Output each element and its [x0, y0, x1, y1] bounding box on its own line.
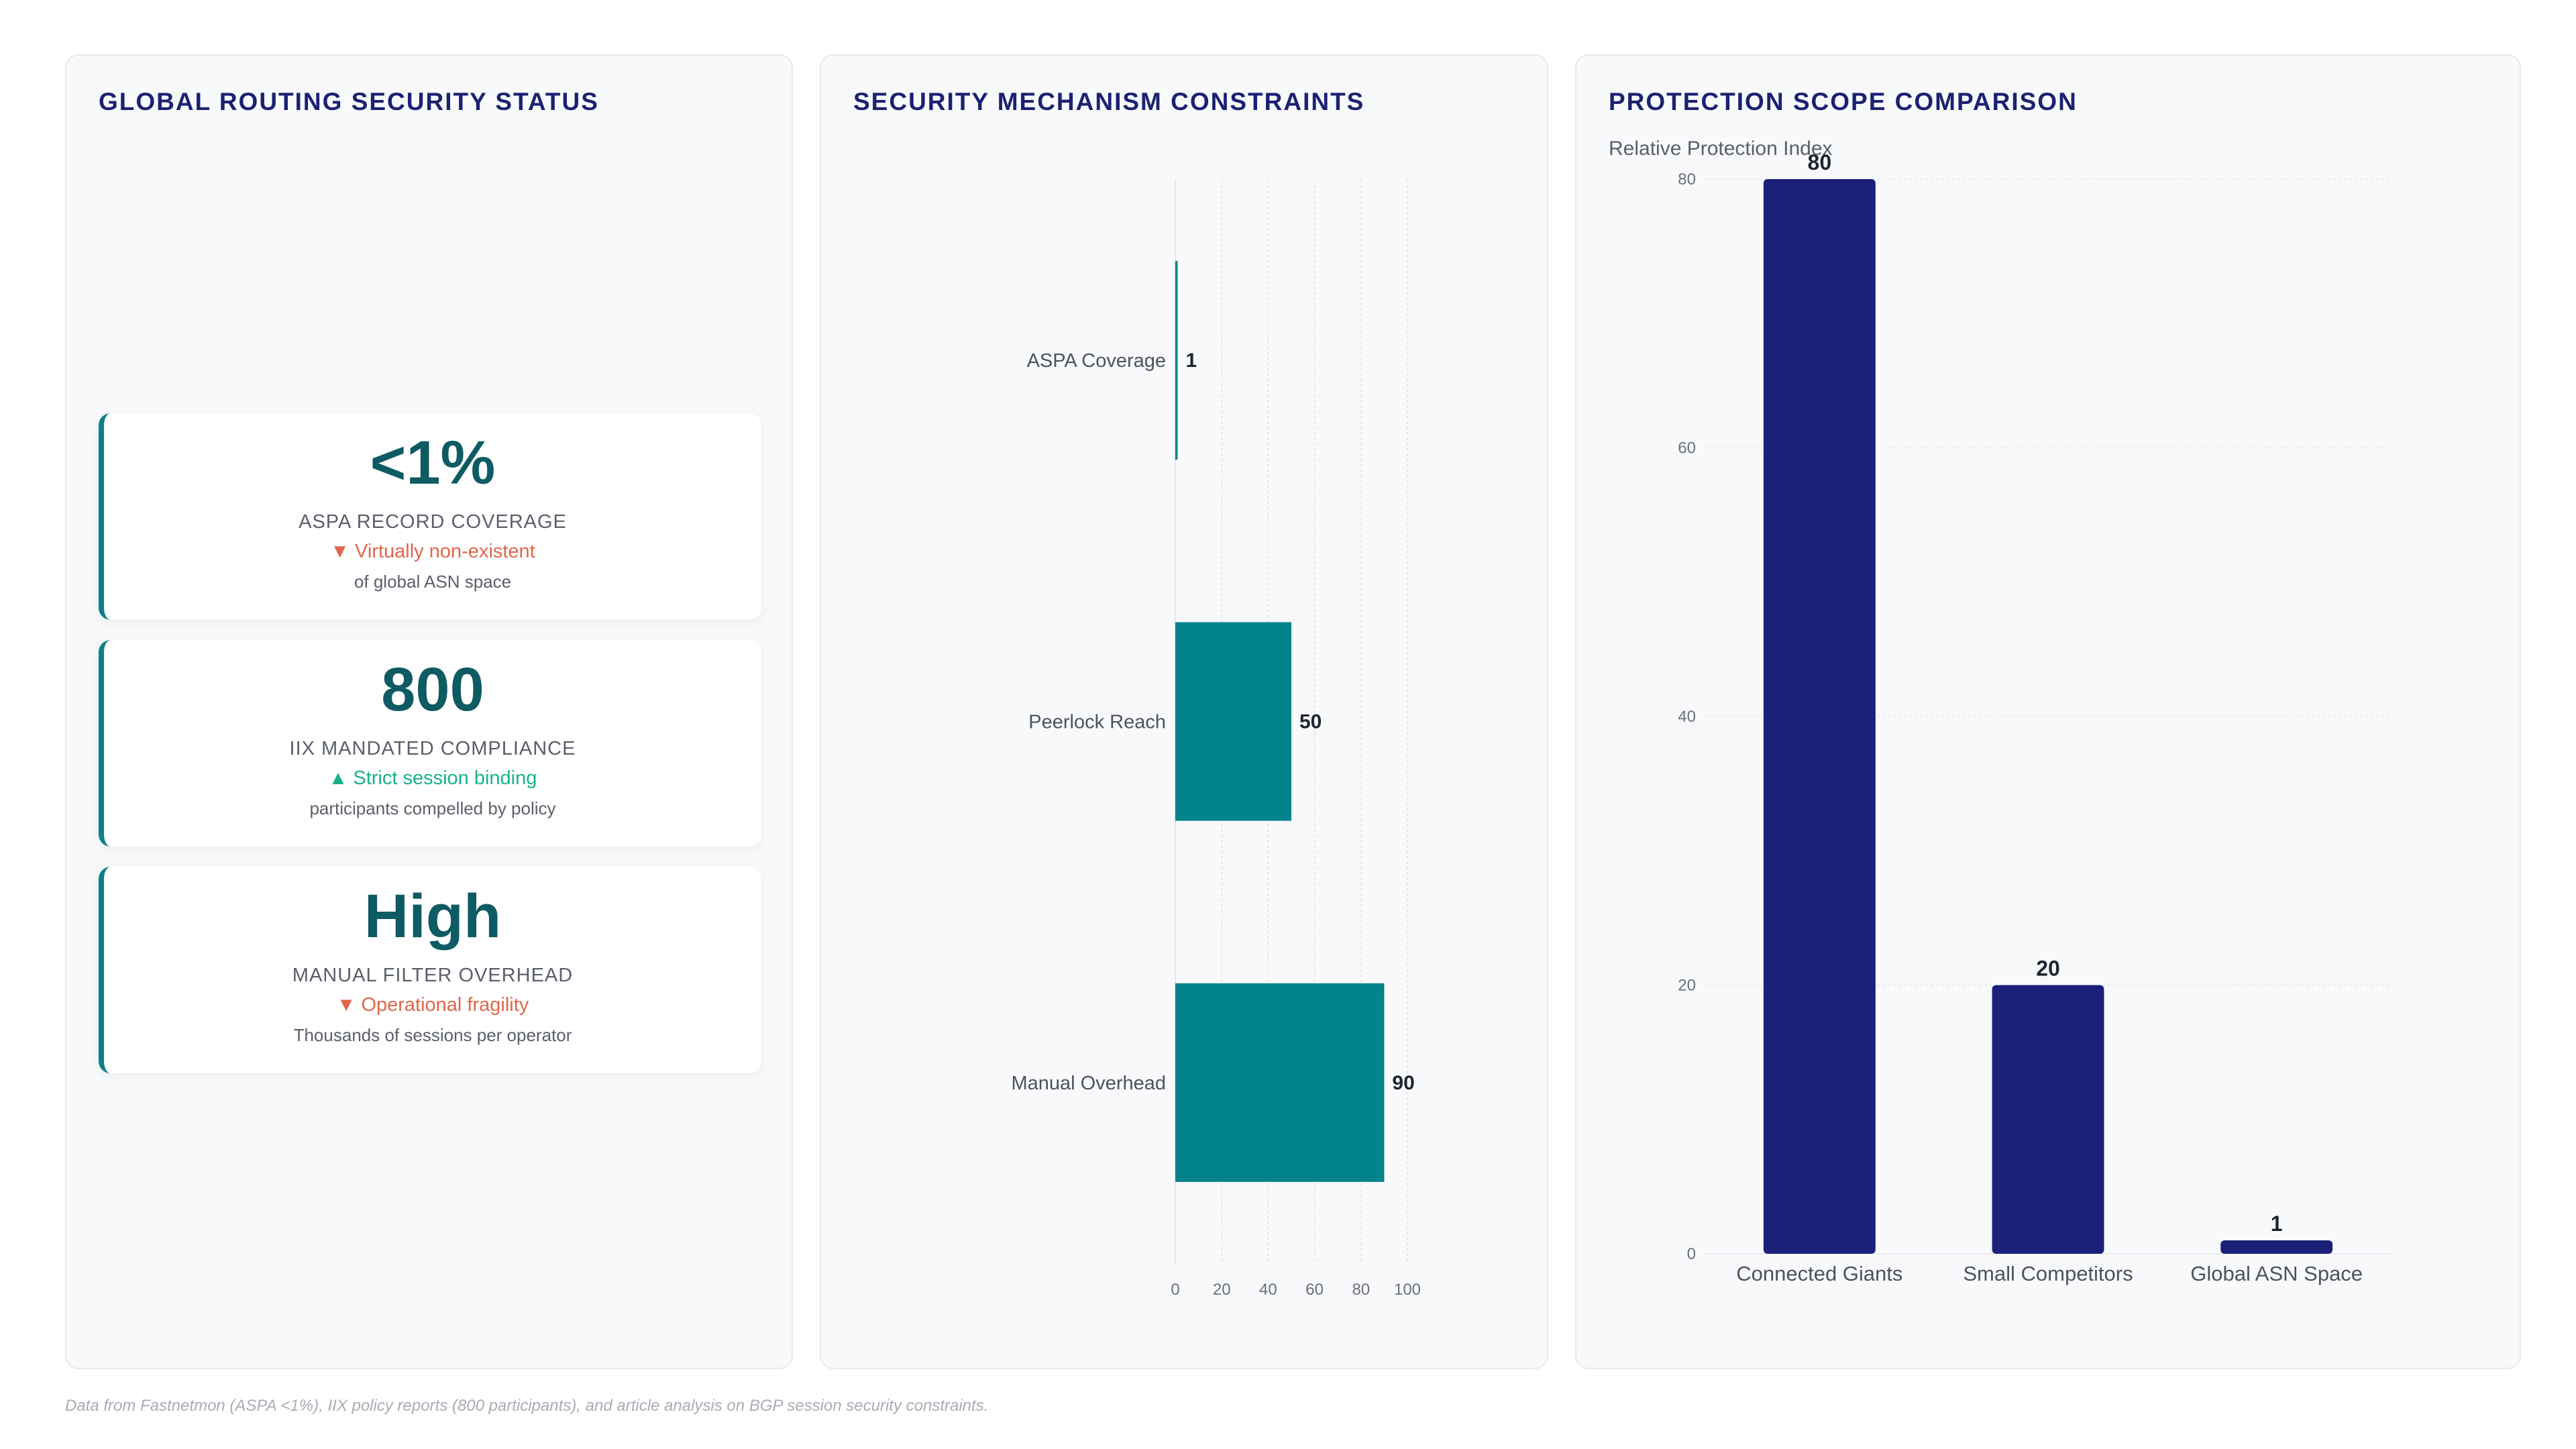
y-tick-label: 20: [1678, 977, 1696, 995]
category-label: Manual Overhead: [1011, 1073, 1166, 1094]
panel-title: PROTECTION SCOPE COMPARISON: [1609, 88, 2078, 115]
category-label: ASPA Coverage: [1027, 350, 1166, 372]
bar: [1763, 179, 1876, 1254]
kpi-trend: ▼ Virtually non-existent: [330, 541, 535, 562]
data-label: 1: [1185, 350, 1197, 372]
kpi-trend: ▼ Operational fragility: [336, 994, 529, 1016]
category-label: Small Competitors: [1963, 1262, 2133, 1285]
bar: [1175, 983, 1385, 1182]
constraints-bar-chart: 0 20 40 60 80 100 ASPA Coverage 1 Peerlock Reach…: [1011, 180, 1421, 1299]
y-tick-label: 0: [1687, 1245, 1696, 1263]
x-tick-label: 60: [1305, 1281, 1324, 1299]
kpi-subtext: Thousands of sessions per operator: [293, 1025, 572, 1045]
bar: [1175, 261, 1178, 460]
data-label: 90: [1392, 1072, 1414, 1094]
kpi-value: High: [364, 882, 502, 951]
kpi-label: IIX MANDATED COMPLIANCE: [289, 738, 576, 759]
kpi-label: ASPA RECORD COVERAGE: [299, 511, 567, 533]
kpi-subtext: of global ASN space: [354, 572, 512, 592]
panel-title: GLOBAL ROUTING SECURITY STATUS: [99, 88, 599, 115]
kpi-card-overhead: High MANUAL FILTER OVERHEAD ▼ Operationa…: [99, 867, 761, 1073]
bar: [2220, 1240, 2333, 1254]
x-tick-label: 20: [1213, 1281, 1231, 1299]
x-tick-label: 40: [1259, 1281, 1277, 1299]
scope-panel: PROTECTION SCOPE COMPARISON 0 20 40 60 80 Rel…: [1575, 54, 2521, 1369]
x-tick-label: 0: [1171, 1281, 1179, 1299]
category-label: Connected Giants: [1736, 1262, 1902, 1285]
data-label: 50: [1299, 711, 1322, 733]
constraints-panel: SECURITY MECHANISM CONSTRAINTS 0 20 40 60 80…: [820, 54, 1548, 1369]
data-source-footnote: Data from Fastnetmon (ASPA <1%), IIX pol…: [65, 1397, 989, 1415]
data-label: 80: [1808, 150, 1832, 174]
kpi-card-iix: 800 IIX MANDATED COMPLIANCE ▲ Strict ses…: [99, 640, 761, 847]
x-tick-label: 80: [1352, 1281, 1370, 1299]
bar: [1992, 985, 2104, 1254]
kpi-value: <1%: [370, 429, 496, 497]
panel-title: SECURITY MECHANISM CONSTRAINTS: [853, 88, 1365, 115]
y-axis-label: Relative Protection Index: [1609, 138, 1833, 160]
y-tick-label: 40: [1678, 708, 1696, 726]
x-tick-label: 100: [1394, 1281, 1421, 1299]
kpi-value: 800: [381, 655, 484, 724]
category-label: Global ASN Space: [2190, 1262, 2363, 1285]
bar: [1175, 622, 1291, 821]
routing-status-panel: GLOBAL ROUTING SECURITY STATUS <1% ASPA …: [65, 54, 793, 1369]
data-label: 20: [2036, 957, 2060, 981]
data-label: 1: [2271, 1212, 2283, 1236]
kpi-label: MANUAL FILTER OVERHEAD: [292, 965, 574, 986]
y-tick-label: 80: [1678, 170, 1696, 189]
kpi-subtext: participants compelled by policy: [309, 798, 556, 818]
kpi-card-aspa: <1% ASPA RECORD COVERAGE ▼ Virtually non…: [99, 413, 761, 620]
y-tick-label: 60: [1678, 439, 1696, 458]
category-label: Peerlock Reach: [1028, 712, 1166, 733]
kpi-trend: ▲ Strict session binding: [328, 767, 537, 789]
